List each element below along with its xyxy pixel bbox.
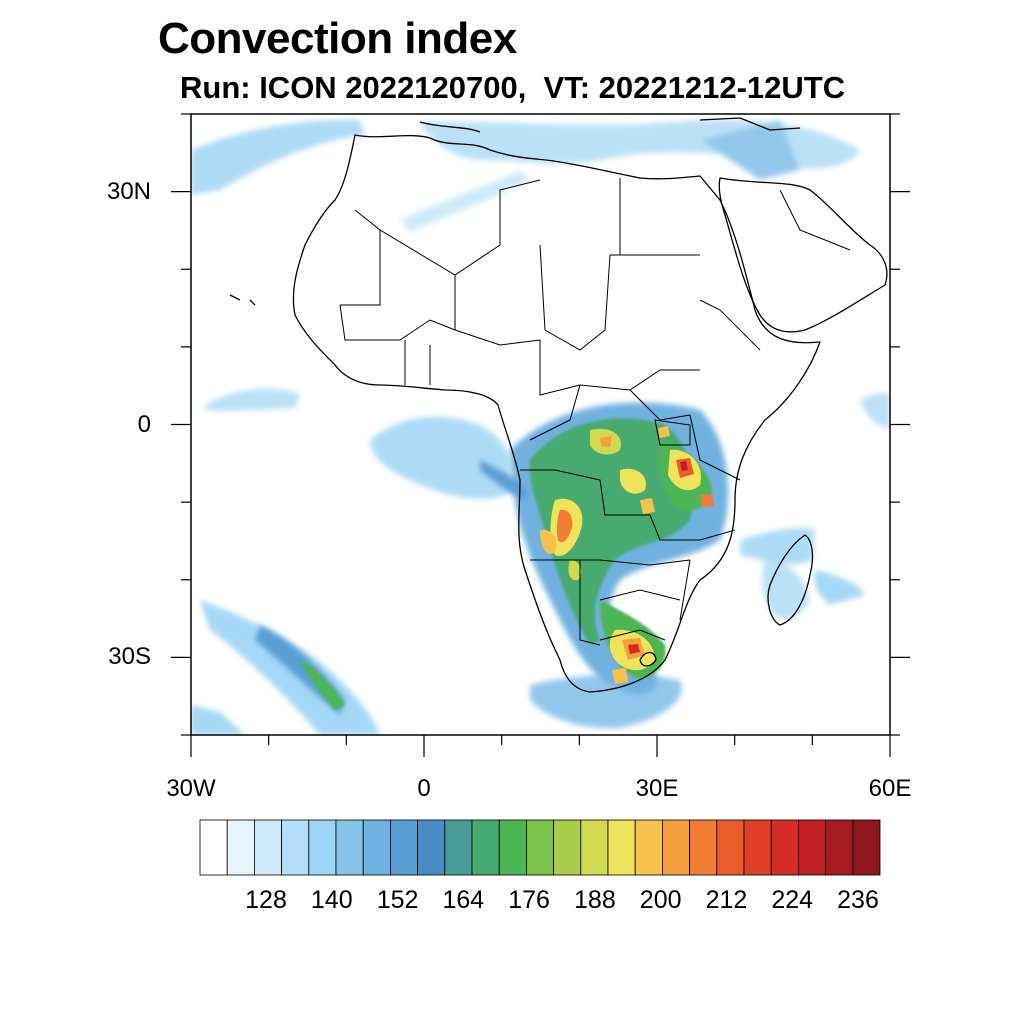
lat-tick-label: 0 xyxy=(137,410,151,438)
country-borders xyxy=(339,178,851,646)
colorbar-label: 200 xyxy=(639,886,682,914)
arabia-coastline xyxy=(718,177,888,333)
region-north-atlantic-band xyxy=(191,119,365,195)
region-madagascar-band xyxy=(740,528,815,565)
axis-ticks xyxy=(171,113,910,757)
lat-tick-label: 30S xyxy=(108,643,151,671)
colorbar-label: 164 xyxy=(442,886,485,914)
africa-coastline xyxy=(292,134,821,693)
colorbar-label: 236 xyxy=(837,886,879,914)
lon-tick-label: 30W xyxy=(166,775,216,802)
high-convection-cells xyxy=(540,426,714,684)
colorbar-label: 176 xyxy=(508,886,550,914)
chart-subtitle: Run: ICON 2022120700, VT: 20221212-12UTC xyxy=(180,70,846,105)
lon-tick-label: 0 xyxy=(417,775,431,802)
colorbar-label: 140 xyxy=(310,886,353,914)
lat-tick-label: 30N xyxy=(106,177,151,205)
region-gulf-guinea-band xyxy=(205,388,300,411)
convection-field xyxy=(191,119,890,735)
colorbar-label: 152 xyxy=(376,886,419,914)
colorbar-label: 212 xyxy=(705,886,748,914)
region-congo-convection xyxy=(529,418,694,645)
colorbar-label: 128 xyxy=(245,886,287,914)
colorbar-label: 224 xyxy=(771,886,814,914)
chart-title: Convection index xyxy=(158,14,517,63)
coastlines xyxy=(229,117,888,693)
madagascar-coastline xyxy=(767,534,814,626)
lon-tick-label: 60E xyxy=(868,775,912,802)
map-frame xyxy=(190,113,891,736)
lon-tick-label: 30E xyxy=(635,775,679,802)
colorbar-label: 188 xyxy=(574,886,616,914)
